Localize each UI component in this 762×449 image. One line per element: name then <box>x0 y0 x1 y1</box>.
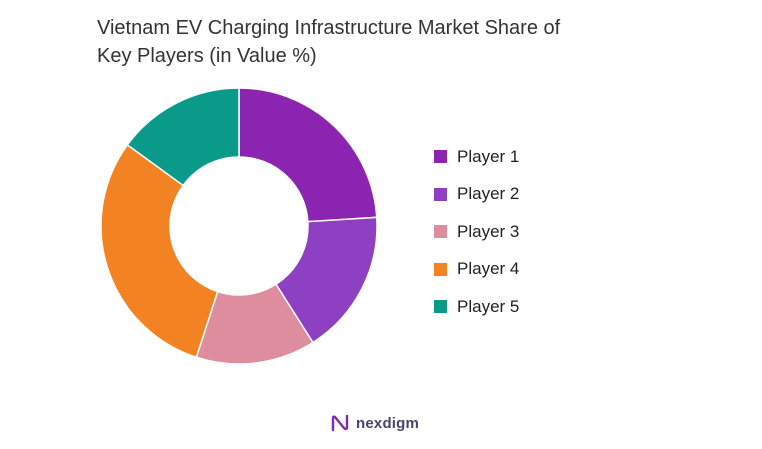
legend-item-player-3: Player 3 <box>434 213 519 251</box>
donut-slice-player-5 <box>126 87 240 187</box>
legend-label: Player 1 <box>457 146 520 166</box>
legend-item-player-4: Player 4 <box>434 251 519 289</box>
legend-item-player-1: Player 1 <box>434 138 519 176</box>
donut-slice-player-1 <box>238 87 378 223</box>
legend-label: Player 3 <box>457 221 520 241</box>
donut-slice-player-4 <box>100 143 219 359</box>
legend-item-player-2: Player 2 <box>434 176 519 214</box>
legend-swatch <box>434 187 447 201</box>
nexdigm-logo: nexdigm <box>330 413 419 433</box>
donut-slices <box>100 87 378 365</box>
legend-item-player-5: Player 5 <box>434 288 519 326</box>
legend-label: Player 5 <box>457 296 520 316</box>
legend-label: Player 2 <box>457 184 520 204</box>
chart-title-line-1: Vietnam EV Charging Infrastructure Marke… <box>97 17 561 39</box>
legend-swatch <box>434 262 447 276</box>
legend-label: Player 4 <box>457 259 520 279</box>
legend-swatch <box>434 225 447 239</box>
legend-swatch <box>434 150 447 164</box>
chart-legend: Player 1 Player 2 Player 3 Player 4 Play… <box>434 138 519 326</box>
nexdigm-logo-icon <box>331 414 349 432</box>
chart-title: Vietnam EV Charging Infrastructure Marke… <box>97 14 717 70</box>
legend-swatch <box>434 300 447 314</box>
nexdigm-logo-text: nexdigm <box>356 414 420 432</box>
donut-slice-player-2 <box>274 216 378 344</box>
chart-title-line-2: Key Players (in Value %) <box>97 45 317 67</box>
